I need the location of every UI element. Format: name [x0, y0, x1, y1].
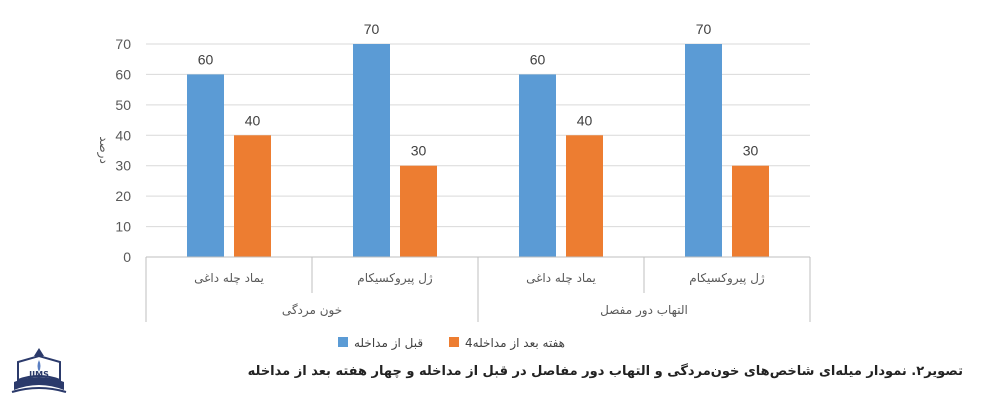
bars: 60 40 70 30 60 40 70 30	[187, 21, 769, 257]
legend-swatch	[449, 337, 459, 347]
bar	[353, 44, 390, 257]
y-tick-label: 70	[115, 36, 131, 52]
bar	[187, 74, 224, 257]
category-label: یماد چله داغی	[194, 271, 264, 285]
bar	[566, 135, 603, 257]
book-logo-icon: JIMS	[11, 348, 67, 393]
y-tick-label: 30	[115, 158, 131, 174]
bar	[732, 165, 769, 257]
y-tick-label: 60	[115, 66, 131, 82]
y-axis-label: درصد	[96, 136, 111, 164]
data-label: 70	[364, 21, 380, 37]
legend-label: 4هفته بعد از مداخله	[465, 336, 565, 351]
y-tick-label: 40	[115, 127, 131, 143]
group-label: التهاب دور مفصل	[600, 303, 688, 318]
data-label: 70	[696, 21, 712, 37]
legend: قبل از مداخله 4هفته بعد از مداخله	[338, 336, 565, 351]
bar	[685, 44, 722, 257]
y-tick-label: 10	[115, 219, 131, 235]
category-label: ژل پیروکسیکام	[357, 271, 433, 286]
bar	[400, 165, 437, 257]
legend-swatch	[338, 337, 348, 347]
bar	[234, 135, 271, 257]
data-label: 30	[411, 143, 427, 159]
legend-label: قبل از مداخله	[354, 336, 423, 351]
data-label: 60	[530, 51, 546, 67]
data-label: 40	[245, 112, 261, 128]
x-axis: یماد چله داغی ژل پیروکسیکام یماد چله داغی ژ…	[145, 256, 811, 322]
y-axis: 0 10 20 30 40 50 60 70	[115, 36, 131, 265]
logo-text: JIMS	[28, 370, 49, 379]
data-label: 30	[743, 143, 759, 159]
group-label: خون مردگی	[282, 303, 342, 318]
figure-caption: تصویر۲. نمودار میله‌ای شاخص‌های خون‌مردگ…	[247, 364, 963, 379]
category-label: یماد چله داغی	[526, 271, 596, 285]
data-label: 60	[198, 51, 214, 67]
y-tick-label: 50	[115, 97, 131, 113]
bar	[519, 74, 556, 257]
category-label: ژل پیروکسیکام	[689, 271, 765, 286]
data-label: 40	[577, 112, 593, 128]
y-tick-label: 0	[123, 249, 131, 265]
y-tick-label: 20	[115, 188, 131, 204]
